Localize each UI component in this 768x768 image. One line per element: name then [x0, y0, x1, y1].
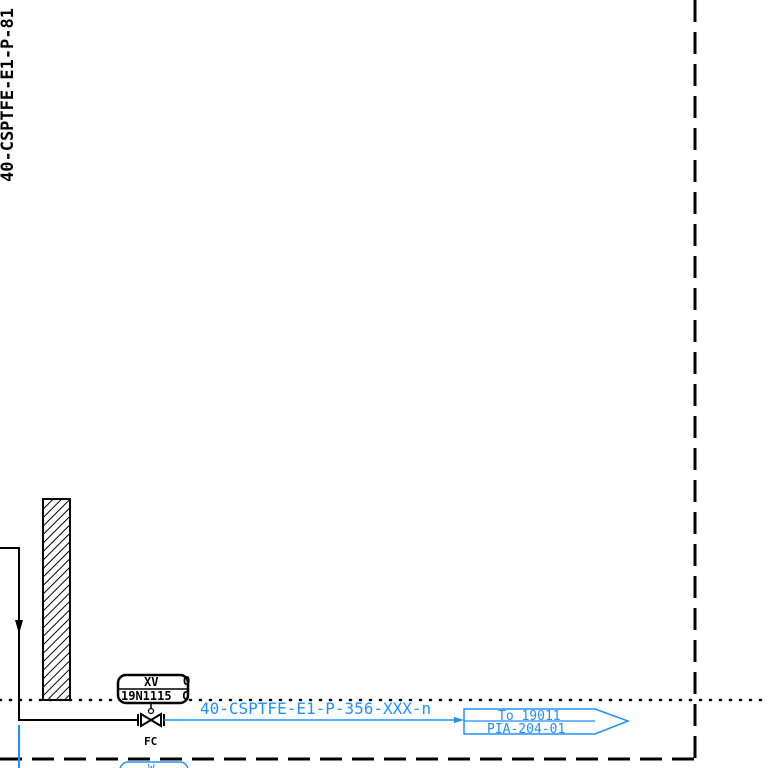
process-line-blue [164, 717, 464, 723]
instrument-bubble-label: W [148, 762, 155, 768]
gate-valve-icon[interactable] [137, 703, 165, 728]
offpage-ref-label: PIA-204-01 [487, 722, 565, 737]
fail-mode-label: FC [144, 735, 157, 748]
valve-letter-c: C [182, 689, 189, 703]
offpage-connector[interactable]: To 19011 PIA-204-01 [463, 708, 631, 737]
process-line-black [0, 547, 138, 721]
valve-letter-o: O [183, 674, 190, 688]
flow-arrow-right-icon [454, 717, 464, 723]
valve-tag-box[interactable]: XV 19N1115 O C [116, 673, 190, 705]
offpage-to-label: To 19011 [498, 709, 561, 724]
line-tag-label: 40-CSPTFE-E1-P-356-XXX-n [200, 699, 431, 718]
dashed-boundary [0, 0, 697, 761]
instrument-bubble-partial[interactable]: W [119, 761, 189, 768]
hatched-block [42, 498, 71, 701]
valve-tag-label: 19N1115 [121, 689, 172, 703]
valve-type-label: XV [144, 675, 158, 689]
vertical-line-tag: 40-CSPTFE-E1-P-81 [0, 8, 18, 182]
flow-arrow-down-icon [15, 620, 23, 634]
